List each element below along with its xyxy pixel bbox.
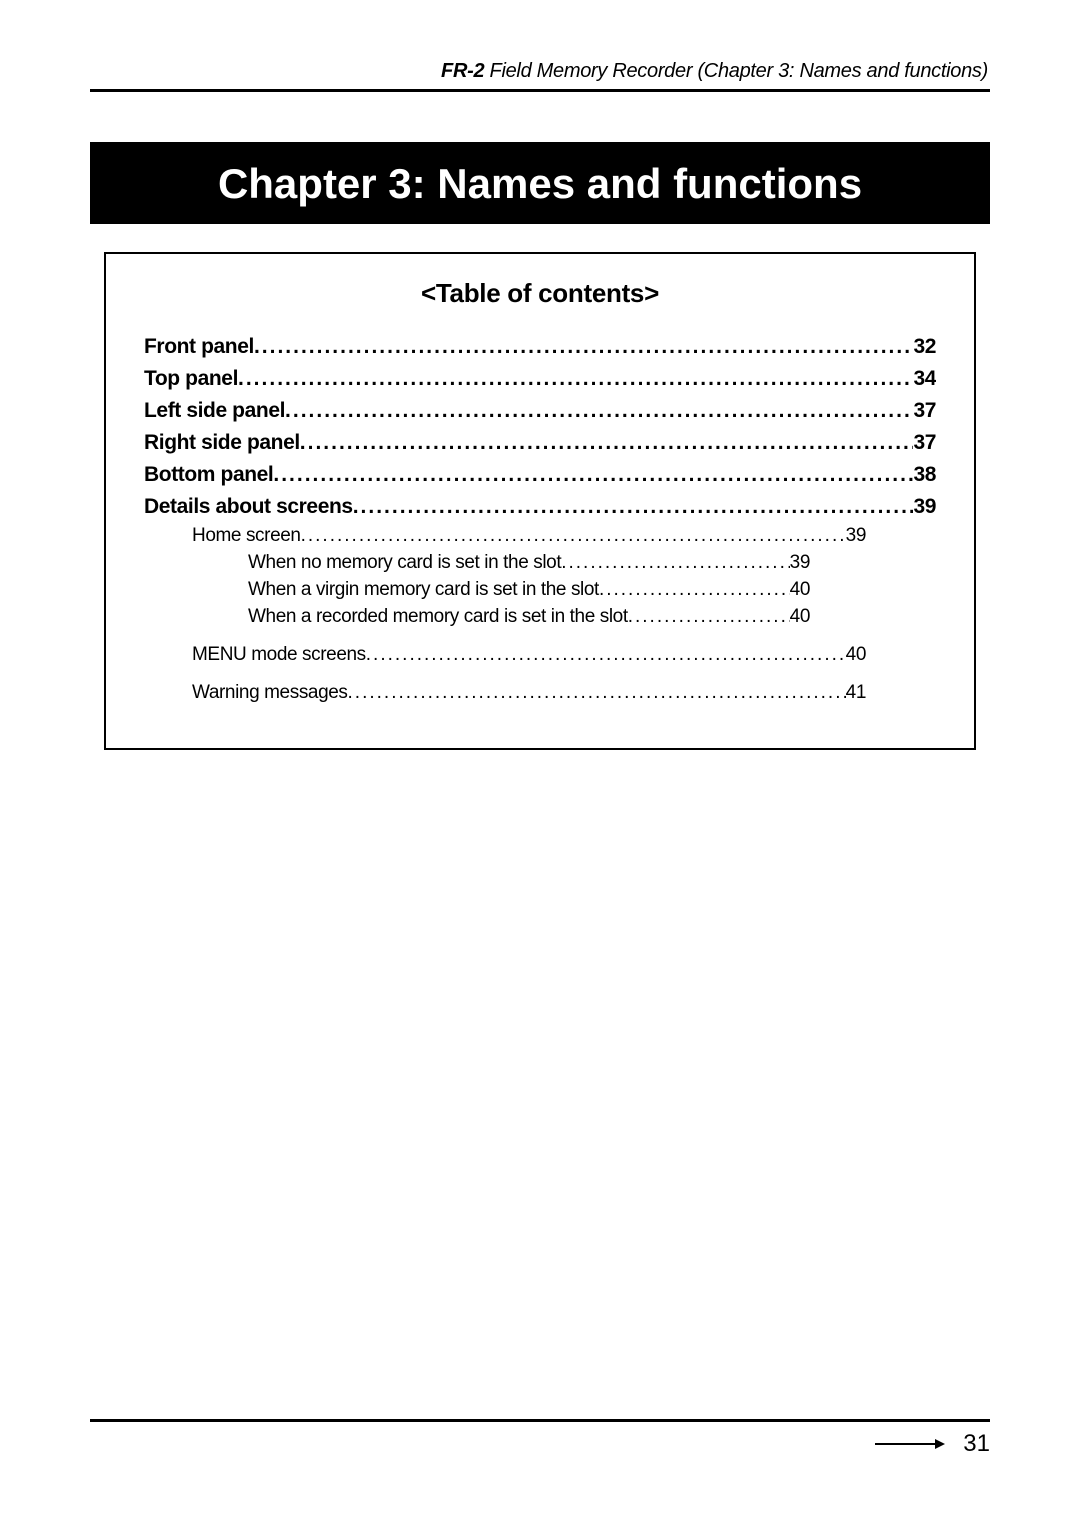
toc-heading: <Table of contents> [144,278,936,309]
toc-entry-label: Details about screens [144,495,353,519]
toc-leader-dots [254,335,914,359]
toc-list: Front panel 32 Top panel 34 Left side panel 3… [144,335,936,704]
toc-entry-page: 32 [913,335,936,359]
toc-entry-page: 37 [913,399,936,423]
toc-entry-page: 39 [846,525,866,547]
footer-rule [90,1419,990,1422]
toc-box: <Table of contents> Front panel 32 Top pan… [104,252,976,750]
toc-entry-page: 40 [846,644,866,666]
toc-entry: MENU mode screens 40 [144,644,936,666]
page-number: 31 [963,1430,990,1458]
toc-leader-dots [628,606,790,628]
footer: 31 [90,1419,990,1458]
toc-entry-label: MENU mode screens [192,644,366,666]
toc-entry-page: 40 [790,579,810,601]
arrow-right-icon [875,1438,945,1450]
toc-entry: When a recorded memory card is set in th… [144,606,936,628]
toc-entry-label: Top panel [144,367,238,391]
toc-leader-dots [300,431,914,455]
toc-leader-dots [599,579,790,601]
toc-leader-dots [561,552,789,574]
toc-entry-label: Warning messages [192,682,348,704]
header-rule [90,89,990,92]
toc-entry-page: 37 [913,431,936,455]
footer-row: 31 [90,1430,990,1458]
toc-leader-dots [238,367,913,391]
toc-entry: When a virgin memory card is set in the … [144,579,936,601]
toc-leader-dots [273,463,913,487]
toc-entry-page: 39 [790,552,810,574]
toc-entry: Bottom panel 38 [144,463,936,487]
toc-entry-label: When a virgin memory card is set in the … [248,579,599,601]
header-suffix: Field Memory Recorder (Chapter 3: Names … [484,60,988,82]
toc-entry: Details about screens 39 [144,495,936,519]
toc-entry-label: Left side panel [144,399,285,423]
toc-entry: Right side panel 37 [144,431,936,455]
toc-entry-label: Front panel [144,335,254,359]
toc-entry-page: 40 [790,606,810,628]
page: FR-2 Field Memory Recorder (Chapter 3: N… [0,0,1080,1528]
toc-entry-page: 39 [913,495,936,519]
toc-leader-dots [366,644,846,666]
toc-entry-page: 38 [913,463,936,487]
toc-entry: Warning messages 41 [144,682,936,704]
toc-entry-label: Right side panel [144,431,300,455]
toc-entry: Front panel 32 [144,335,936,359]
toc-leader-dots [353,495,914,519]
toc-leader-dots [301,525,846,547]
toc-entry-page: 41 [846,682,866,704]
toc-entry-label: Bottom panel [144,463,273,487]
toc-leader-dots [285,399,913,423]
toc-leader-dots [348,682,846,704]
toc-entry-label: When a recorded memory card is set in th… [248,606,628,628]
toc-entry: When no memory card is set in the slot 39 [144,552,936,574]
toc-entry-label: Home screen [192,525,301,547]
header-prefix: FR-2 [441,60,484,82]
chapter-title-banner: Chapter 3: Names and functions [90,142,990,224]
toc-entry: Left side panel 37 [144,399,936,423]
toc-entry-page: 34 [913,367,936,391]
toc-entry: Top panel 34 [144,367,936,391]
toc-entry-label: When no memory card is set in the slot [248,552,561,574]
running-header: FR-2 Field Memory Recorder (Chapter 3: N… [90,60,990,83]
toc-entry: Home screen 39 [144,525,936,547]
